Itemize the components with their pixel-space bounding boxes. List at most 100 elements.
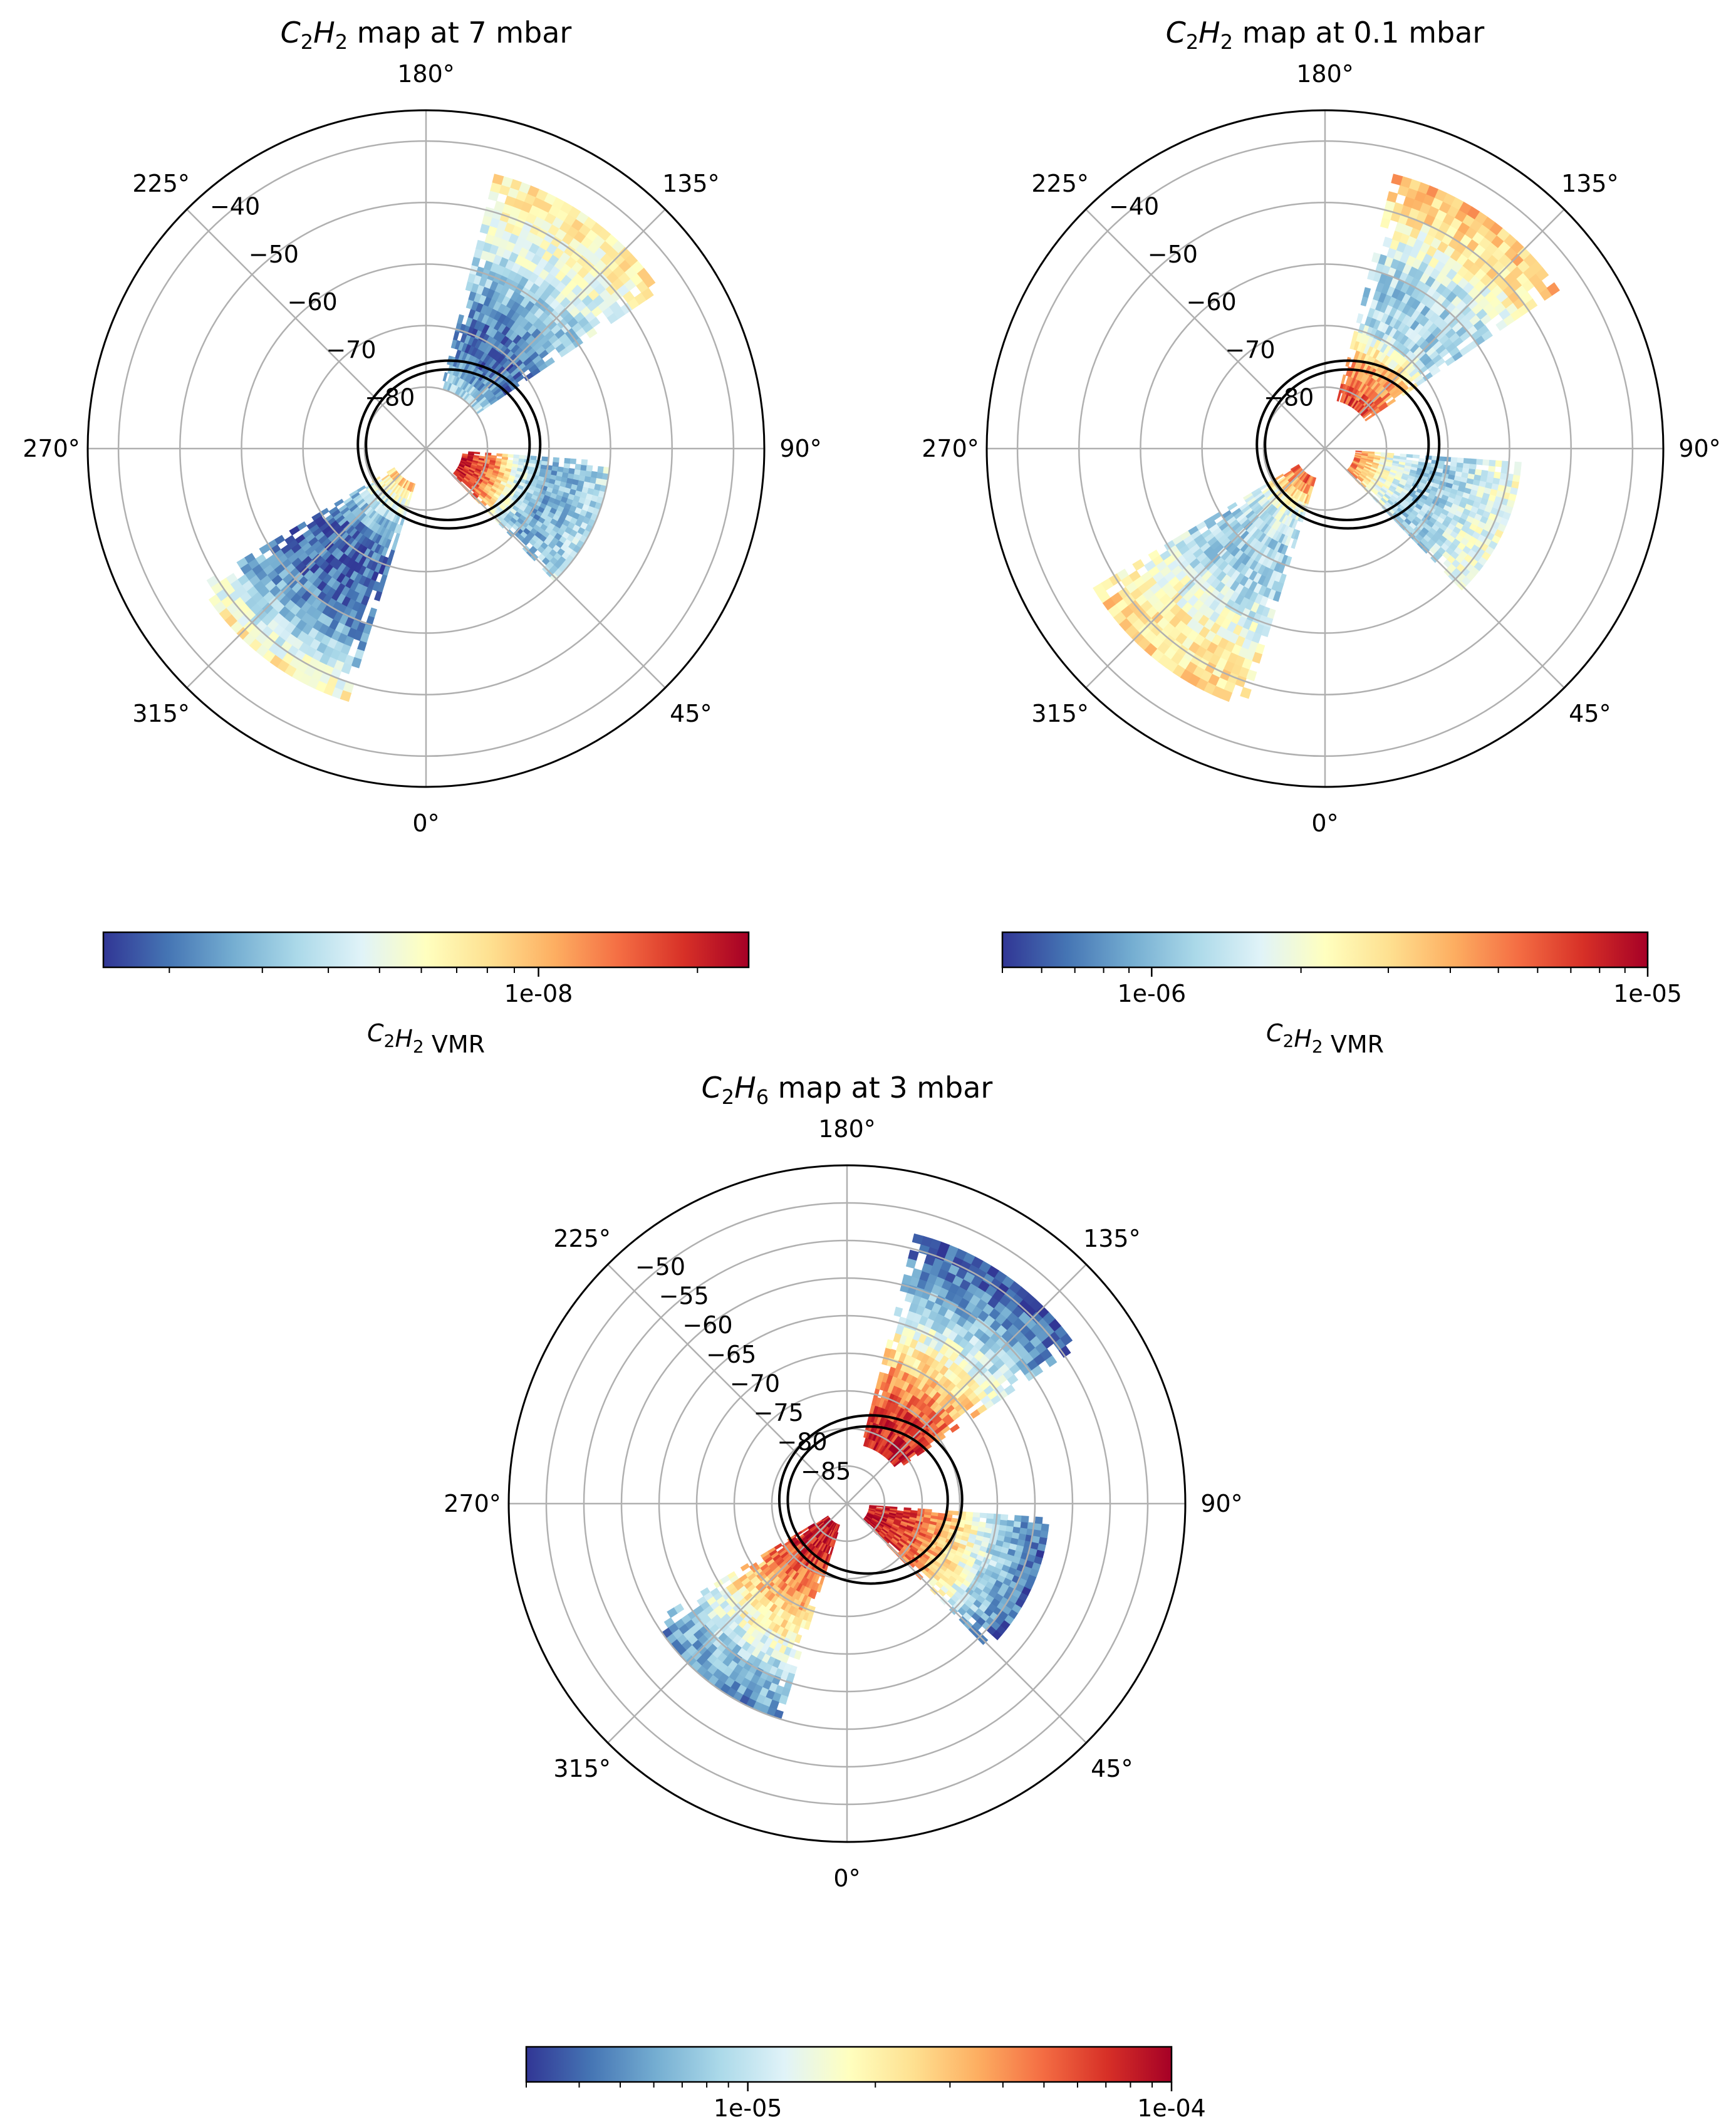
data-cell [1260, 625, 1271, 637]
data-cell [1450, 457, 1458, 463]
data-cell [569, 458, 577, 465]
angle-tick: 45° [670, 700, 712, 727]
radial-tick-labels: −85−80−75−70−65−60−55−50 [635, 1253, 851, 1485]
data-cell [507, 459, 514, 464]
boundary-oval [777, 1414, 964, 1585]
data-cell [1020, 1521, 1029, 1529]
angle-tick: 0° [412, 809, 439, 837]
angle-tick: 135° [1083, 1225, 1141, 1252]
data-cell [496, 453, 503, 457]
data-cell [903, 1507, 912, 1511]
data-cell [1489, 459, 1497, 467]
radial-grid [88, 110, 764, 787]
angle-tick-labels: 180°135°90°45°0°315°270°225° [444, 1115, 1242, 1892]
data-cell [1488, 465, 1496, 472]
angle-tick: 45° [1569, 700, 1611, 727]
data-cell [1382, 236, 1393, 248]
data-cell [1336, 392, 1341, 402]
swath-0 [442, 174, 656, 415]
data-cell [1546, 282, 1560, 296]
panel-title: C2H2 map at 0.1 mbar [1166, 16, 1485, 54]
data-cell [965, 1511, 974, 1517]
data-cell [391, 541, 398, 551]
data-cell [1355, 450, 1363, 453]
panel-title: C2H6 map at 3 mbar [702, 1071, 993, 1109]
angle-tick: 0° [1311, 809, 1338, 837]
data-cell [1341, 374, 1346, 385]
angle-tick: 135° [662, 170, 720, 197]
data-cell [541, 456, 548, 462]
data-cell [507, 454, 514, 458]
data-cell [811, 1589, 818, 1599]
angle-tick: 90° [779, 435, 821, 462]
data-cell [586, 465, 593, 472]
angle-tick-labels: 180°135°90°45°0°315°270°225° [922, 60, 1720, 837]
data-cell [1469, 458, 1477, 465]
data-cell [979, 1512, 988, 1519]
grid-spoke [186, 209, 427, 449]
data-cell [1034, 1516, 1043, 1524]
data-cell [1406, 454, 1413, 458]
data-cell [1021, 1516, 1029, 1523]
data-cell [1240, 687, 1252, 699]
angle-tick: 270° [23, 435, 80, 462]
radial-tick: −80 [1264, 384, 1314, 412]
data-cell [485, 452, 492, 456]
data-cell [924, 1509, 932, 1513]
data-cell [1495, 460, 1503, 467]
polar-plot: 180°135°90°45°0°315°270°225°−80−70−60−50… [922, 60, 1720, 837]
data-cell [1412, 454, 1420, 459]
radial-tick: −40 [210, 192, 260, 220]
data-cell [912, 1233, 924, 1245]
data-cell [1482, 459, 1490, 466]
data-cell [374, 591, 383, 601]
data-cell [544, 357, 555, 367]
data-cell [1462, 462, 1470, 469]
data-cell [1360, 296, 1369, 307]
panel-c2h2-01mbar: C2H2 map at 0.1 mbar 180°135°90°45°0°315… [922, 16, 1720, 1058]
data-cell [1034, 1522, 1042, 1531]
data-cell [1476, 459, 1484, 465]
data-cell [972, 1512, 981, 1518]
polar-plot: 180°135°90°45°0°315°270°225°−85−80−75−70… [444, 1115, 1242, 1892]
data-cell [351, 657, 362, 668]
grid-spoke [1324, 448, 1565, 689]
data-cell [1400, 453, 1407, 457]
data-cell [930, 1512, 939, 1517]
data-cell [1500, 472, 1508, 481]
angle-tick: 225° [553, 1225, 611, 1252]
data-cell [1368, 451, 1375, 454]
data-cell [1501, 460, 1509, 468]
data-cell [1351, 330, 1359, 341]
angle-tick: 225° [1031, 170, 1089, 197]
data-cell [978, 1521, 987, 1528]
colorbar-label: C2H2 VMR [1266, 1019, 1384, 1058]
data-cell [794, 1633, 803, 1644]
angle-tick: 180° [818, 1115, 876, 1143]
radial-tick-labels: −80−70−60−50−40 [210, 192, 415, 411]
data-cell [380, 574, 388, 585]
radial-tick: −50 [249, 241, 299, 268]
swath-2 [1093, 464, 1317, 702]
aurora-boundaries [777, 1414, 964, 1585]
data-cell [1386, 191, 1398, 203]
data-cell [1345, 356, 1351, 367]
data-cell [580, 464, 588, 471]
data-cell [952, 1511, 960, 1516]
grid-spoke [186, 448, 427, 689]
data-cell [1245, 669, 1257, 682]
radial-tick: −85 [801, 1457, 851, 1485]
data-cell [1041, 1523, 1049, 1532]
data-cell [519, 455, 526, 459]
data-cell [893, 1306, 903, 1318]
radial-tick: −70 [1225, 336, 1275, 363]
boundary-oval [1264, 368, 1430, 521]
polar-frame [86, 109, 766, 788]
data-swaths [661, 1233, 1073, 1720]
radial-tick: −50 [1148, 241, 1198, 268]
boundary-oval [356, 359, 542, 530]
aurora-boundaries [356, 359, 542, 530]
angle-tick: 90° [1678, 435, 1720, 462]
data-cell [1463, 458, 1471, 464]
